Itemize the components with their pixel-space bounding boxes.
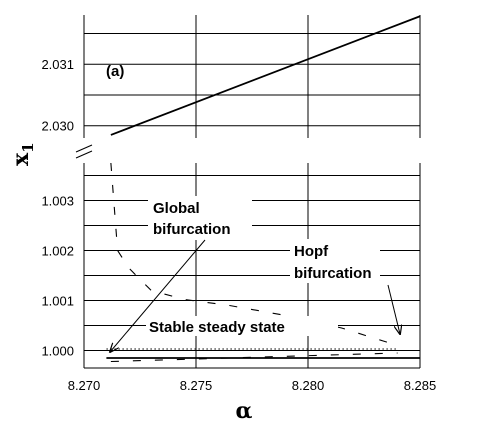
x-tick-label: 8.285 [404, 378, 437, 393]
annotation-hopf: Hopf [294, 243, 329, 260]
axis-break [75, 144, 93, 159]
x-tick-label: 8.275 [180, 378, 213, 393]
x-tick-label: 8.280 [292, 378, 325, 393]
upper-panel: 2.030 2.031 (a) [41, 15, 421, 138]
annotations: Global bifurcation Hopf bifurcation Stab… [110, 196, 400, 352]
lower-y-tick-label: 1.003 [41, 194, 74, 209]
upper-series [110, 15, 421, 136]
panel-label: (a) [106, 63, 124, 80]
annotation-global-bifurcation: bifurcation [153, 221, 231, 238]
lower-y-tick-label: 1.001 [41, 294, 74, 309]
upper-y-tick-label: 2.031 [41, 57, 74, 72]
annotation-hopf-bifurcation: bifurcation [294, 265, 372, 282]
annotation-stable-steady-state: Stable steady state [149, 319, 285, 336]
y-axis-label: x1 [8, 142, 37, 166]
lower-y-tick-label: 1.002 [41, 244, 74, 259]
upper-series-solid-line [110, 15, 421, 136]
x-tick-labels: 8.270 8.275 8.280 8.285 [68, 378, 437, 393]
lower-series-dashed-line [110, 352, 398, 363]
lower-y-tick-labels: 1.000 1.001 1.002 1.003 [41, 194, 74, 359]
lower-y-tick-label: 1.000 [41, 344, 74, 359]
global-bifurcation-arrow [110, 239, 206, 352]
annotation-global: Global [153, 200, 200, 217]
x-axis-label: α [236, 398, 253, 424]
hopf-bifurcation-arrow [387, 284, 400, 334]
upper-y-tick-labels: 2.030 2.031 [41, 57, 74, 134]
x-tick-label: 8.270 [68, 378, 101, 393]
upper-y-tick-label: 2.030 [41, 119, 74, 134]
upper-gridlines [84, 15, 421, 138]
